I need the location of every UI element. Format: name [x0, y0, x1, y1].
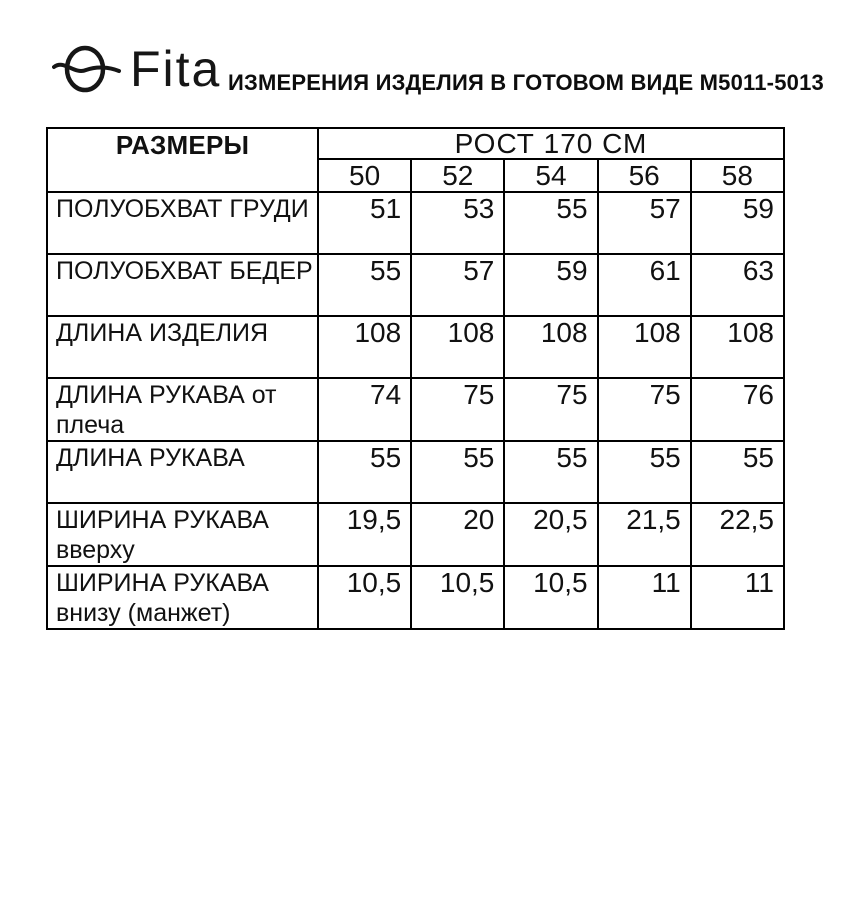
- measurement-value: 57: [410, 253, 506, 317]
- measurement-value: 19,5: [316, 502, 413, 567]
- measurement-value: 74: [316, 377, 413, 442]
- measurement-value: 108: [410, 315, 506, 379]
- measurement-value: 63: [689, 253, 786, 317]
- table-row: ДЛИНА РУКАВА от плеча 74 75 75 75 76: [46, 377, 786, 442]
- measurement-value: 108: [596, 315, 692, 379]
- page-title: ИЗМЕРЕНИЯ ИЗДЕЛИЯ В ГОТОВОМ ВИДЕ М5011-5…: [228, 70, 824, 95]
- measurement-value: 20,5: [503, 502, 599, 567]
- size-col-header: 50: [316, 158, 413, 193]
- measurement-value: 22,5: [689, 502, 786, 567]
- size-col-header: 56: [596, 158, 692, 193]
- size-col-header: 54: [503, 158, 599, 193]
- height-group-header: РОСТ 170 СМ: [317, 127, 785, 160]
- measurement-value: 75: [410, 377, 506, 442]
- measurement-value: 10,5: [503, 565, 599, 630]
- measurement-value: 108: [316, 315, 413, 379]
- table-row: ПОЛУОБХВАТ БЕДЕР 55 57 59 61 63: [46, 253, 786, 317]
- table-row: ПОЛУОБХВАТ ГРУДИ 51 53 55 57 59: [46, 191, 786, 255]
- brand-wordmark: Fita: [130, 41, 222, 97]
- brand-logo: Fita: [52, 36, 221, 106]
- row-label: ДЛИНА ИЗДЕЛИЯ: [46, 315, 319, 379]
- measurement-value: 55: [503, 191, 599, 255]
- measurement-value: 11: [596, 565, 692, 630]
- measurement-value: 55: [596, 440, 692, 504]
- measurement-value: 75: [503, 377, 599, 442]
- row-label: ПОЛУОБХВАТ ГРУДИ: [46, 191, 319, 255]
- measurement-value: 76: [689, 377, 786, 442]
- measurement-value: 57: [596, 191, 692, 255]
- measurement-value: 55: [689, 440, 786, 504]
- measurement-value: 10,5: [316, 565, 413, 630]
- measurement-value: 55: [410, 440, 506, 504]
- table-row: ДЛИНА РУКАВА 55 55 55 55 55: [46, 440, 786, 504]
- row-label: ШИРИНА РУКАВА вверху: [46, 502, 319, 567]
- measurement-value: 53: [410, 191, 506, 255]
- measurement-value: 108: [689, 315, 786, 379]
- measurement-value: 55: [316, 440, 413, 504]
- measurement-value: 10,5: [410, 565, 506, 630]
- sizes-corner-header: РАЗМЕРЫ: [46, 127, 319, 193]
- table-row: ШИРИНА РУКАВА внизу (манжет) 10,5 10,5 1…: [46, 565, 786, 630]
- row-label: ДЛИНА РУКАВА от плеча: [46, 377, 319, 442]
- table-header-row-group: РАЗМЕРЫ РОСТ 170 СМ: [46, 127, 785, 193]
- table-header-row-sizes: 50 52 54 56 58: [47, 158, 786, 193]
- measurement-value: 55: [316, 253, 413, 317]
- table-row: ДЛИНА ИЗДЕЛИЯ 108 108 108 108 108: [46, 315, 786, 379]
- measurement-value: 108: [503, 315, 599, 379]
- measurement-value: 20: [410, 502, 506, 567]
- row-label: ДЛИНА РУКАВА: [46, 440, 319, 504]
- measurement-value: 59: [689, 191, 786, 255]
- measurement-value: 61: [596, 253, 692, 317]
- measurement-value: 51: [316, 191, 413, 255]
- measurement-value: 21,5: [596, 502, 692, 567]
- size-col-header: 52: [410, 158, 506, 193]
- size-col-header: 58: [689, 158, 786, 193]
- measurements-table: РАЗМЕРЫ РОСТ 170 СМ 50 52 54 56 58 ПОЛУО…: [46, 127, 786, 630]
- measurement-value: 75: [596, 377, 692, 442]
- row-label: ПОЛУОБХВАТ БЕДЕР: [46, 253, 319, 317]
- fita-ellipse-ribbon-icon: [52, 45, 121, 93]
- row-label: ШИРИНА РУКАВА внизу (манжет): [46, 565, 319, 630]
- measurement-value: 11: [689, 565, 786, 630]
- measurement-value: 59: [503, 253, 599, 317]
- measurement-value: 55: [503, 440, 599, 504]
- table-row: ШИРИНА РУКАВА вверху 19,5 20 20,5 21,5 2…: [46, 502, 786, 567]
